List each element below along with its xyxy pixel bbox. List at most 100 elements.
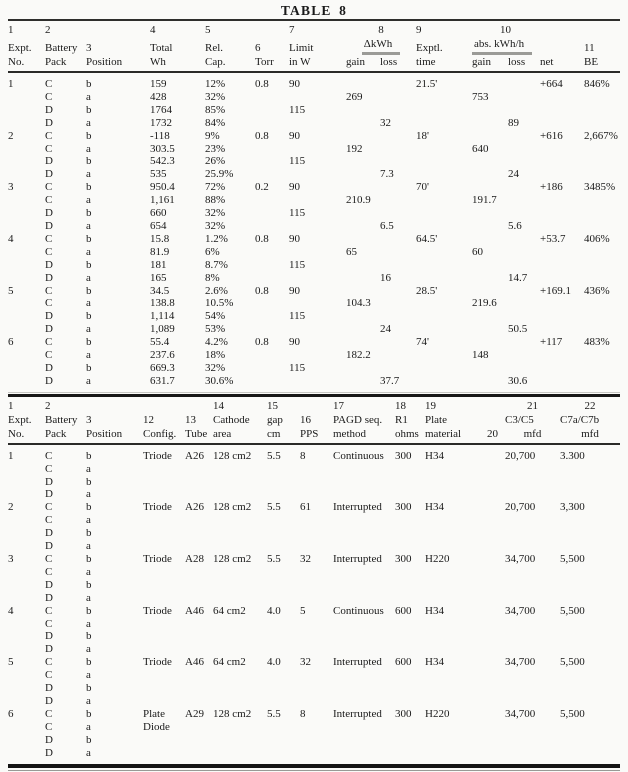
header-cell: PAGD seq.	[333, 413, 383, 426]
table-cell	[584, 143, 620, 156]
table-cell: 14.7	[508, 271, 528, 284]
table-cell: 128 cm2	[213, 449, 252, 462]
table-cell	[143, 579, 185, 592]
table-cell: 5	[8, 656, 14, 669]
table-cell: 600	[395, 656, 412, 669]
header-cell: Battery	[45, 413, 78, 426]
table-cell	[213, 618, 267, 631]
table-cell	[8, 734, 45, 747]
table-cell: 16	[380, 271, 391, 284]
table-cell	[540, 194, 584, 207]
table-cell	[255, 259, 289, 272]
table-cell	[487, 708, 505, 721]
table-cell	[143, 747, 185, 762]
table-cell: Interrupted	[333, 553, 382, 565]
table-cell	[425, 618, 487, 631]
header-cell: material	[425, 426, 487, 445]
table-cell	[487, 501, 505, 514]
table-cell: 219.6	[472, 297, 497, 310]
header-cell: 14	[213, 399, 224, 412]
table-cell	[472, 272, 508, 285]
table-cell: 65	[346, 245, 357, 258]
table-cell: b	[86, 553, 92, 565]
table-cell	[472, 285, 508, 298]
table-cell: 0.8	[255, 284, 269, 297]
table-cell	[213, 721, 267, 734]
table-cell: D	[45, 116, 53, 129]
table-cell	[540, 375, 584, 390]
table-cell: C	[45, 514, 53, 527]
header-cell: area	[213, 426, 267, 445]
table-cell: 1764	[150, 103, 172, 116]
table-cell	[8, 143, 45, 156]
header-row: Expt. Battery 3 12 13 Cathode gap 16 PAGD seq. R1…	[8, 413, 620, 427]
table-cell: 81.9	[150, 245, 170, 258]
table-cell: 846%	[584, 78, 610, 90]
table-cell: -118	[150, 129, 170, 142]
table-cell	[395, 721, 425, 734]
table-cell: 115	[289, 155, 306, 168]
table-cell	[8, 579, 45, 592]
table-cell	[487, 682, 505, 695]
header-cell: Position	[86, 55, 150, 73]
table-cell: 191.7	[472, 194, 497, 207]
header-cell: Wh	[150, 55, 205, 73]
table-cell: 32%	[205, 90, 226, 103]
table-cell	[289, 117, 346, 130]
header-group-label: ΔkWh	[361, 37, 401, 55]
table-cell: 300	[395, 553, 412, 565]
table-cell: 90	[289, 78, 300, 90]
section-divider-hairline	[8, 391, 620, 393]
table-cell	[255, 349, 289, 362]
table-cell: D	[45, 527, 53, 540]
table-cell	[300, 734, 333, 747]
table-cell	[560, 747, 620, 762]
table-cell	[346, 336, 380, 349]
table-cell: 25.9%	[205, 168, 234, 181]
table-cell	[289, 220, 346, 233]
table-cell	[346, 207, 380, 220]
table-cell	[333, 579, 395, 592]
table-cell	[472, 168, 508, 181]
table-cell: a	[86, 669, 91, 682]
table-cell	[487, 444, 505, 463]
header-cell: gain	[346, 55, 380, 73]
table-cell	[416, 272, 472, 285]
table-cell	[505, 566, 560, 579]
table-cell: A26	[185, 501, 204, 514]
table-cell: b	[86, 232, 92, 245]
table-cell	[255, 297, 289, 310]
table-cell: 631.7	[150, 374, 175, 387]
table-cell	[255, 246, 289, 259]
table-cell: 32%	[205, 361, 226, 374]
table-cell: C	[45, 181, 53, 194]
table-cell	[300, 682, 333, 695]
table-cell	[300, 721, 333, 734]
table-cell	[508, 233, 540, 246]
header-cell: loss	[380, 55, 416, 73]
header-cell: 17	[333, 399, 344, 412]
table-cell	[505, 540, 560, 553]
table-cell	[508, 194, 540, 207]
table-cell	[143, 682, 185, 695]
table-cell: 640	[472, 142, 489, 155]
table-cell: b	[86, 207, 92, 220]
table-cell: D	[45, 682, 53, 695]
header-cell: Expt.	[8, 413, 32, 426]
table-cell: 0.8	[255, 129, 269, 142]
table-cell	[185, 669, 213, 682]
table-cell: H220	[425, 553, 450, 565]
table-cell	[8, 168, 45, 181]
table-cell: C	[45, 297, 53, 310]
table-cell: 34,700	[505, 707, 536, 720]
table-cell: 9%	[205, 129, 220, 142]
table-cell	[289, 375, 346, 390]
table-cell: 300	[395, 501, 412, 514]
table-cell	[300, 579, 333, 592]
